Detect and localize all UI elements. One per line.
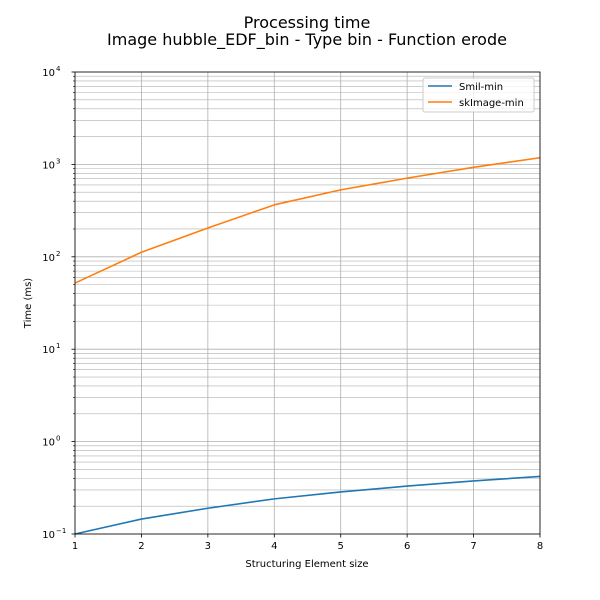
chart-title: Processing time [244, 13, 371, 32]
y-tick-label: 10 [42, 530, 55, 541]
legend: Smil-min skImage-min [422, 77, 535, 113]
x-tick-label: 4 [271, 541, 277, 552]
plot-frame [74, 71, 541, 535]
x-tick-label: 2 [138, 541, 144, 552]
y-tick-label: 10 [42, 68, 55, 79]
series-line-smil-min [74, 475, 541, 535]
legend-label-skimage-min: skImage-min [459, 98, 524, 109]
x-tick-label: 3 [205, 541, 211, 552]
y-tick-label: 10 [42, 160, 55, 171]
y-tick-label: 10 [42, 438, 55, 449]
series-layer [74, 156, 541, 535]
series-line-skimage-min [74, 156, 541, 284]
x-tick-label: 1 [72, 541, 78, 552]
chart-subtitle: Image hubble_EDF_bin - Type bin - Functi… [107, 30, 507, 50]
x-tick-label: 5 [338, 541, 344, 552]
y-tick-exponent: 3 [56, 157, 60, 165]
y-axis-label: Time (ms) [23, 278, 34, 330]
legend-label-smil-min: Smil-min [459, 82, 503, 93]
y-tick-label: 10 [42, 253, 55, 264]
y-tick-exponent: 2 [56, 250, 60, 258]
x-tick-label: 8 [537, 541, 543, 552]
y-tick-exponent: 0 [56, 435, 60, 443]
x-tick-label: 7 [470, 541, 476, 552]
x-tick-label: 6 [404, 541, 410, 552]
y-tick-exponent: −1 [56, 527, 66, 535]
y-tick-exponent: 1 [56, 342, 60, 350]
y-tick-label: 10 [42, 345, 55, 356]
x-axis-label: Structuring Element size [245, 559, 368, 570]
y-tick-exponent: 4 [56, 65, 61, 73]
